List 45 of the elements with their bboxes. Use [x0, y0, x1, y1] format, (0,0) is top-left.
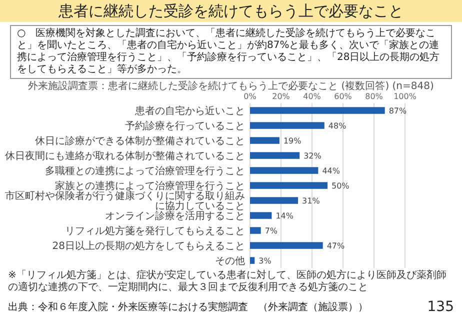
data-label: 47%	[326, 242, 346, 250]
x-tick-label: 40%	[303, 92, 322, 101]
x-tick-label: 80%	[365, 92, 384, 101]
data-label: 3%	[258, 256, 272, 266]
y-tick-label: 市区町村や保険者が行う健康づくりに関する取り組みに協力していること	[5, 190, 245, 212]
data-label: 50%	[332, 182, 350, 190]
y-tick-label: 28日以上の長期の処方をしてもらえること	[52, 240, 245, 252]
y-tick-label: 多職種との連携によって治療管理を行うこと	[45, 165, 245, 177]
y-tick-label: 休日夜間にも連絡が取れる体制が整備されていること	[5, 150, 245, 162]
data-label: 14%	[276, 212, 294, 220]
data-label: 87%	[388, 106, 408, 116]
x-tick-label: 100%	[394, 92, 417, 101]
y-tick-label: 休日に診療ができる体制が整備されていること	[35, 135, 245, 147]
y-tick-label: 患者の自宅から近いこと	[134, 105, 245, 117]
x-tick-label: 0%	[244, 92, 257, 101]
data-label: 32%	[304, 152, 322, 160]
data-label: 44%	[322, 166, 340, 176]
bar	[250, 227, 261, 234]
data-label: 48%	[328, 122, 347, 130]
text: 135	[427, 298, 454, 316]
data-label: 31%	[302, 196, 320, 206]
y-tick-label: リフィル処方箋を発行してもらえること	[65, 225, 245, 237]
x-tick-label: 60%	[334, 92, 352, 101]
bar	[250, 137, 280, 144]
y-tick-label: オンライン診療を活用すること	[105, 210, 245, 222]
source-note: 出典：令和６年度入院・外来医療等における実態調査 （外来調査（施設票））	[8, 301, 368, 315]
text: ○ 医療機関を対象とした調査において、「患者に継続した受診を続けてもらう上で必要なこと」を聞いたところ、「患者の自宅から近いこと」が約87%と最も多く、次いで「家族との連携によって治療管理を行うこと」、「予約診療を行っていること」、「28日以上の長期の処方をしてもらえること」等が多かった。	[10, 25, 452, 79]
bar	[250, 242, 323, 249]
bar	[250, 167, 318, 174]
y-tick-label: 家族との連携によって治療管理を行うこと	[55, 180, 245, 192]
data-label: 7%	[264, 226, 278, 236]
y-tick-label: その他	[215, 255, 245, 267]
y-tick-label: 予約診療を行っていること	[125, 120, 245, 132]
bar	[250, 197, 298, 204]
chart-subtitle: 外来施設調査票：患者に継続した受診を続けてもらう上で必要なこと (複数回答) (n=848)	[28, 80, 434, 92]
data-label: 19%	[283, 136, 302, 146]
chart-title: 患者に継続した受診を続けてもらう上で必要なこと	[0, 0, 462, 22]
bar	[250, 212, 272, 219]
text: ※「リフィル処方箋」とは、症状が安定している患者に対して、医師の処方により医師及び薬剤師の適切な連携の下で、一定期間内に、最大３回まで反復利用できる処方箋のこと	[8, 270, 448, 294]
bar	[250, 182, 328, 189]
bar	[250, 152, 300, 159]
bar	[250, 122, 324, 129]
bar	[250, 257, 255, 264]
bar	[250, 107, 385, 114]
x-tick-label: 20%	[272, 92, 290, 101]
